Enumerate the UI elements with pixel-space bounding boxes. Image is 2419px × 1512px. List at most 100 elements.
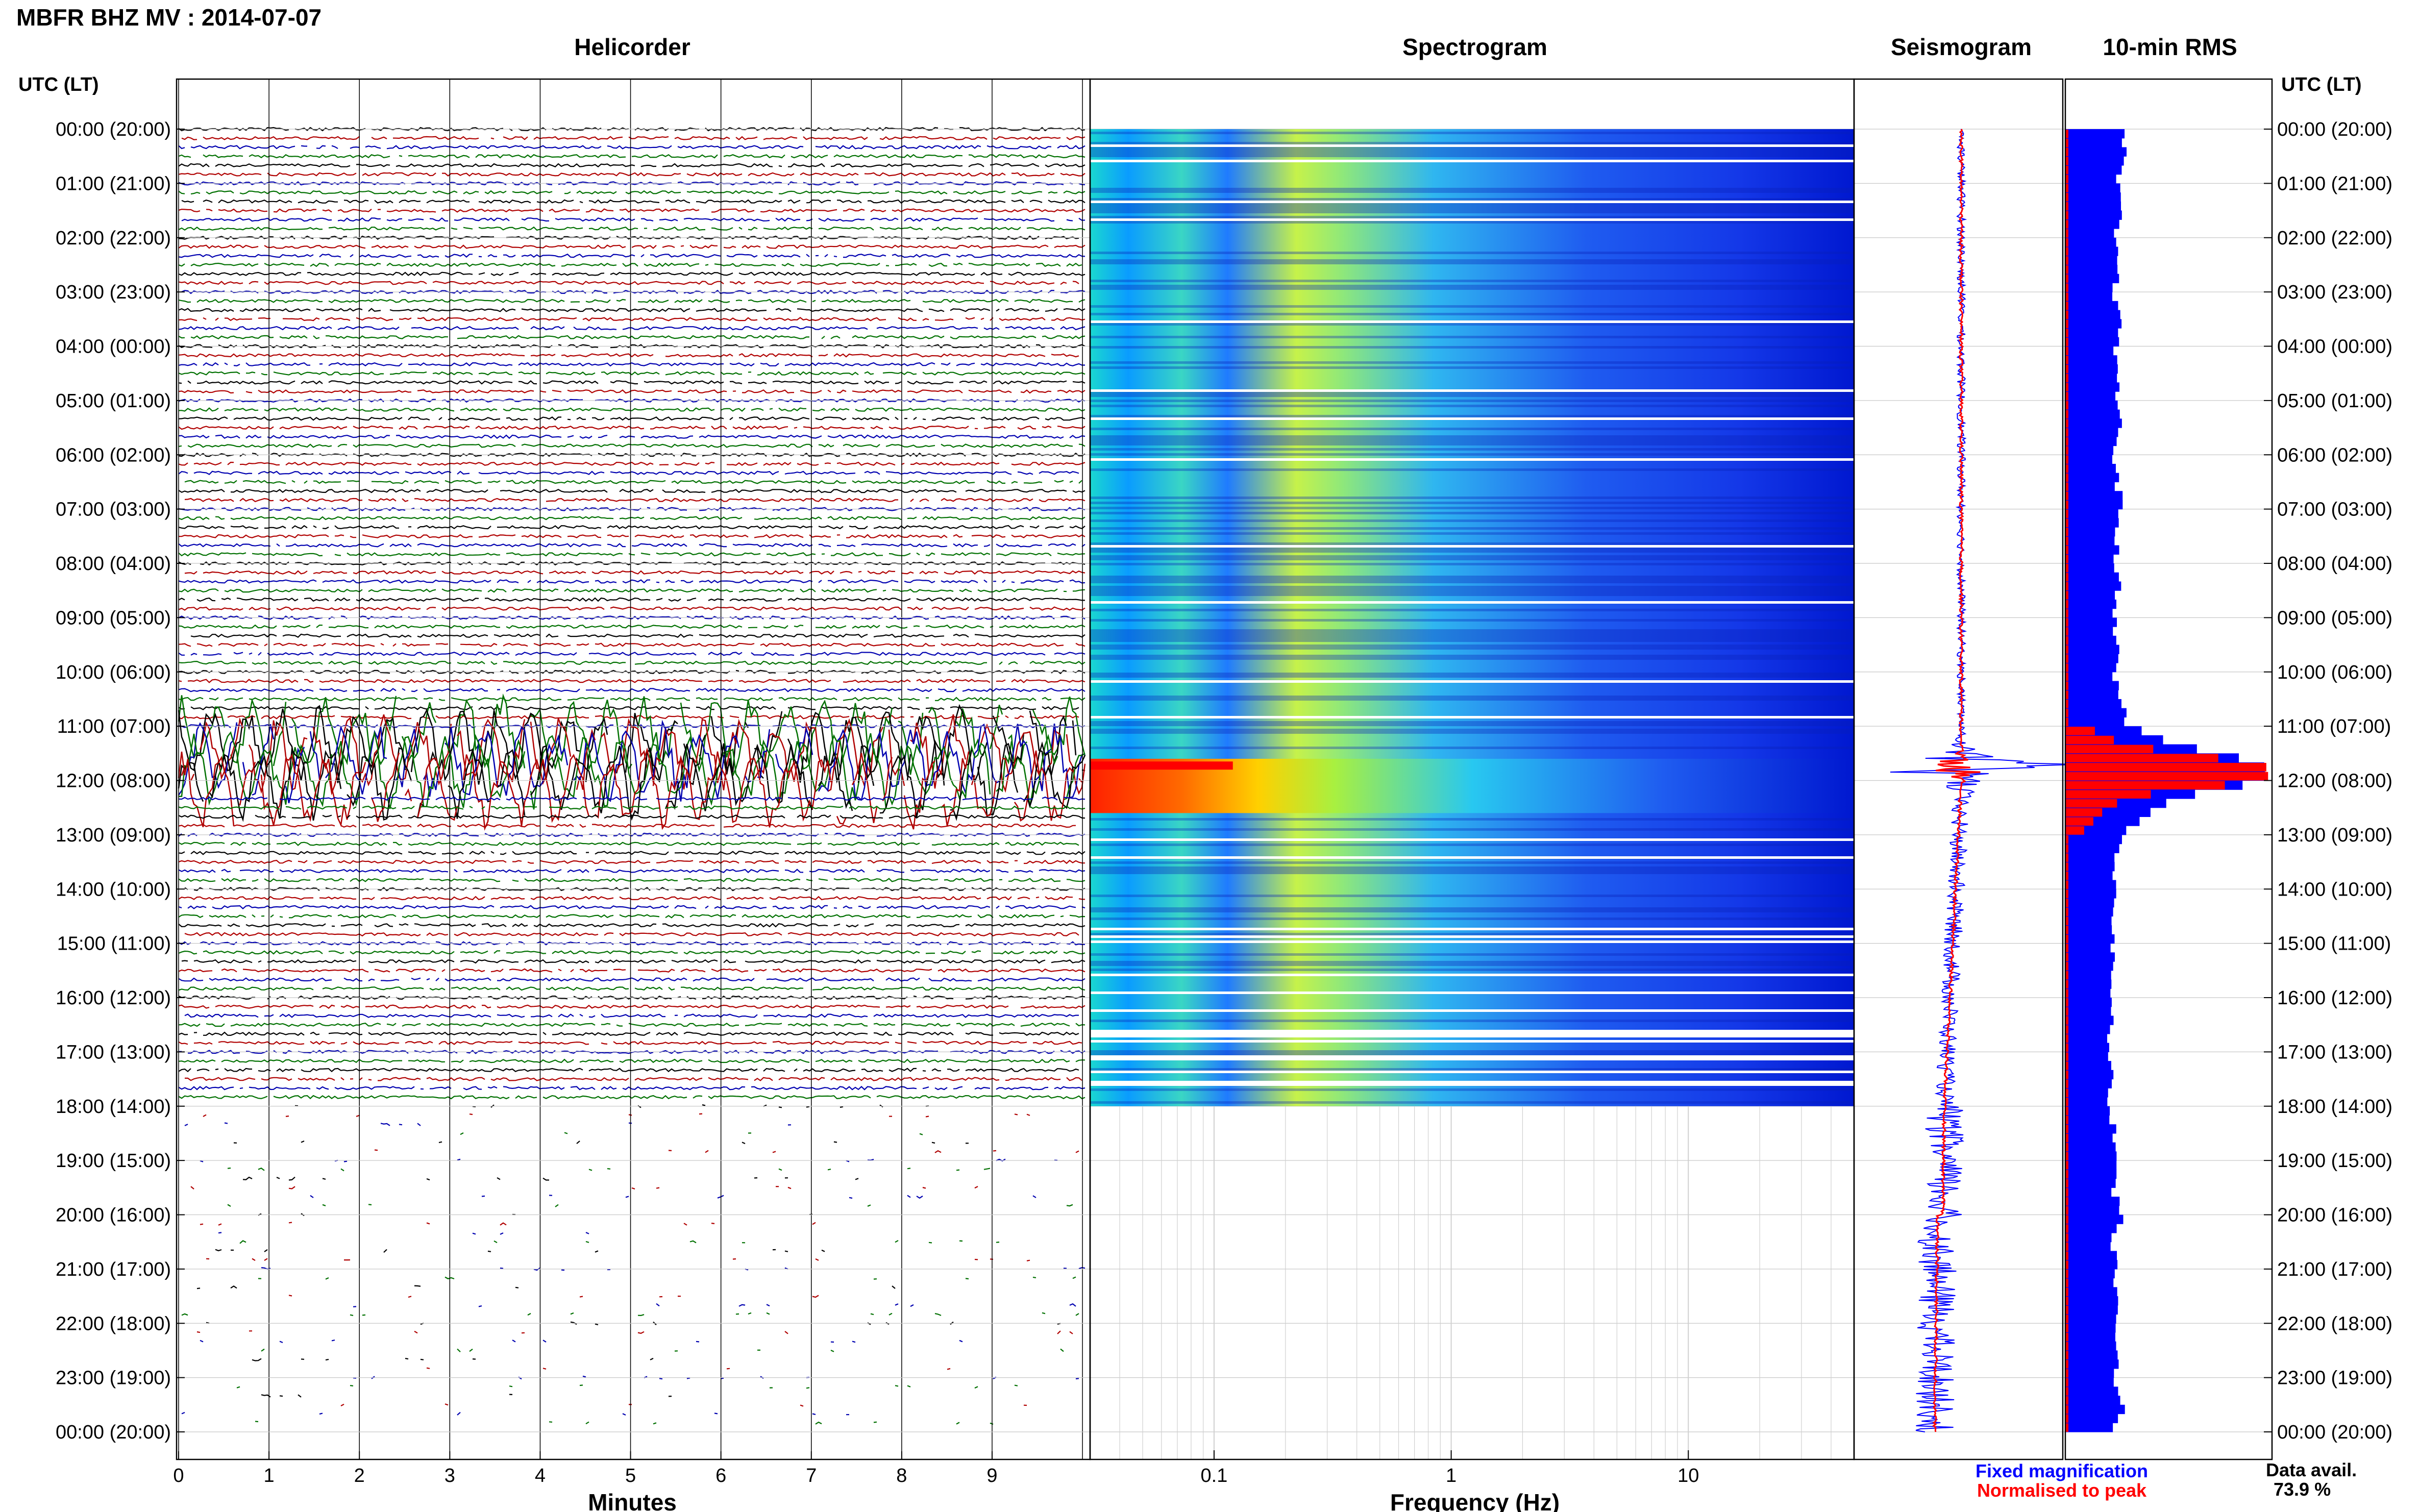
rms-bar-fixed <box>2065 1015 2114 1025</box>
helicorder-trace <box>650 426 706 430</box>
helicorder-trace <box>996 905 1000 909</box>
rms-bar-normalised <box>2065 292 2068 301</box>
helicorder-trace <box>797 308 923 312</box>
helicorder-trace <box>824 832 828 835</box>
helicorder-trace <box>858 507 957 511</box>
helicorder-trace <box>509 968 553 973</box>
helicorder-trace <box>656 552 761 557</box>
rms-bar-normalised <box>2065 609 2068 618</box>
helicorder-trace <box>196 299 323 304</box>
helicorder-trace <box>481 923 507 928</box>
helicorder-trace <box>898 1031 954 1036</box>
helicorder-trace <box>325 335 449 339</box>
helicorder-trace <box>255 814 274 819</box>
helicorder-trace <box>818 878 828 881</box>
helicorder-trace <box>879 226 923 231</box>
helicorder-trace <box>178 445 182 447</box>
rms-bar-normalised <box>2065 663 2068 672</box>
helicorder-trace <box>843 679 911 683</box>
helicorder-trace <box>601 1013 666 1018</box>
helicorder-trace <box>885 977 920 982</box>
helicorder-trace <box>435 941 501 946</box>
helicorder-trace <box>683 878 801 882</box>
helicorder-trace <box>885 924 902 927</box>
helicorder-trace <box>493 950 500 954</box>
helicorder-trace <box>405 1040 433 1045</box>
helicorder-trace <box>362 805 397 809</box>
spectrogram-row <box>1090 211 1854 213</box>
helicorder-trace <box>478 470 605 475</box>
helicorder-trace <box>441 606 605 611</box>
helicorder-trace <box>184 932 421 937</box>
helicorder-trace <box>506 552 623 557</box>
helicorder-trace <box>640 552 651 555</box>
helicorder-trace <box>812 1413 816 1415</box>
rms-bar-normalised <box>2065 410 2068 419</box>
helicorder-trace <box>414 244 626 249</box>
helicorder-trace <box>242 480 286 484</box>
helicorder-trace <box>196 597 216 602</box>
helicorder-trace <box>509 832 583 837</box>
spectrogram-row <box>1090 645 1854 647</box>
helicorder-trace <box>723 823 1076 828</box>
helicorder-trace <box>435 643 449 645</box>
rms-bar-fixed <box>2065 463 2116 474</box>
helicorder-trace <box>931 1068 942 1072</box>
time-label-right: 04:00 (00:00) <box>2277 336 2392 358</box>
helicorder-trace <box>796 726 813 769</box>
helicorder-trace <box>971 453 988 457</box>
time-label-right: 12:00 (08:00) <box>2277 771 2392 792</box>
helicorder-trace <box>843 697 893 701</box>
helicorder-trace <box>1014 715 1024 720</box>
helicorder-trace <box>261 1348 265 1352</box>
helicorder-trace <box>245 371 256 374</box>
helicorder-trace <box>552 389 562 392</box>
rms-bar-fixed <box>2065 292 2113 302</box>
helicorder-trace <box>637 1314 645 1317</box>
rms-bar-normalised <box>2065 1423 2068 1432</box>
helicorder-trace <box>178 878 216 882</box>
helicorder-trace <box>347 814 351 819</box>
helicorder-trace <box>772 905 795 909</box>
helicorder-trace <box>941 552 991 556</box>
helicorder-trace <box>763 625 788 629</box>
helicorder-trace <box>273 371 384 376</box>
helicorder-trace <box>732 543 813 548</box>
rms-bar-fixed <box>2065 1169 2117 1179</box>
helicorder-trace <box>190 262 259 267</box>
helicorder-trace <box>353 806 357 809</box>
helicorder-trace <box>1029 710 1068 778</box>
helicorder-trace <box>298 1050 348 1054</box>
helicorder-trace <box>319 652 510 656</box>
helicorder-trace <box>350 950 455 955</box>
right-axis-title: UTC (LT) <box>2281 74 2362 95</box>
spectrogram-row <box>1090 861 1854 864</box>
helicorder-trace <box>420 1358 424 1360</box>
rms-bar-fixed <box>2065 138 2122 148</box>
rms-bar-normalised <box>2065 337 2068 346</box>
rms-bar-fixed <box>2065 165 2122 175</box>
helicorder-trace <box>637 299 669 303</box>
helicorder-trace <box>962 507 978 512</box>
helicorder-trace <box>506 797 577 801</box>
helicorder-trace <box>546 498 898 503</box>
helicorder-trace <box>993 951 1024 955</box>
helicorder-trace <box>680 969 706 973</box>
helicorder-trace <box>350 536 356 538</box>
helicorder-trace <box>466 1050 498 1054</box>
helicorder-trace <box>622 579 651 584</box>
time-label-left: 09:00 (05:00) <box>56 607 171 629</box>
helicorder-trace <box>555 217 635 222</box>
helicorder-trace <box>325 317 351 321</box>
helicorder-trace <box>249 697 418 701</box>
helicorder-trace <box>772 1151 776 1153</box>
helicorder-trace <box>291 816 311 819</box>
rms-bar-normalised <box>2065 1233 2068 1242</box>
rms-bar-fixed <box>2065 1133 2113 1143</box>
spectrogram-row <box>1090 828 1854 831</box>
helicorder-trace <box>748 227 758 231</box>
rms-bar-normalised <box>2065 310 2068 319</box>
helicorder-trace <box>417 461 654 466</box>
helicorder-trace <box>356 164 390 167</box>
helicorder-trace <box>1020 734 1058 807</box>
